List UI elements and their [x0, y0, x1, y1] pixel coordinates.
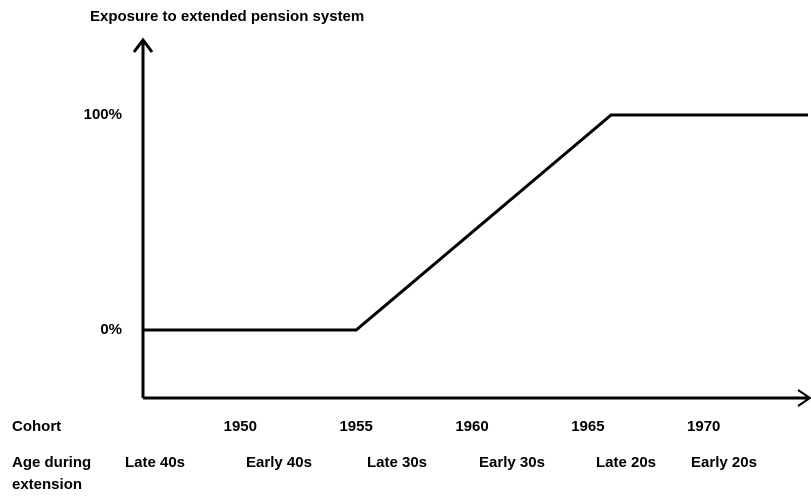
- x-tick-label: 1970: [687, 418, 720, 435]
- age-label: Late 40s: [125, 454, 185, 471]
- x-tick-label: 1960: [455, 418, 488, 435]
- age-label: Early 20s: [691, 454, 757, 471]
- age-row-label: Age during extension: [12, 454, 92, 493]
- age-label: Early 30s: [479, 454, 545, 471]
- x-tick-label: 1955: [339, 418, 372, 435]
- age-label: Late 20s: [596, 454, 656, 471]
- x-tick-label: 1950: [224, 418, 257, 435]
- y-tick-label: 0%: [100, 321, 122, 338]
- chart-title: Exposure to extended pension system: [90, 8, 364, 25]
- x-axis-label: Cohort: [12, 418, 61, 435]
- x-tick-label: 1965: [571, 418, 604, 435]
- age-label: Late 30s: [367, 454, 427, 471]
- age-label: Early 40s: [246, 454, 312, 471]
- x-axis-arrow: [797, 389, 811, 407]
- y-axis-arrow: [132, 37, 154, 53]
- y-tick-label: 100%: [84, 106, 122, 123]
- data-line: [143, 113, 808, 332]
